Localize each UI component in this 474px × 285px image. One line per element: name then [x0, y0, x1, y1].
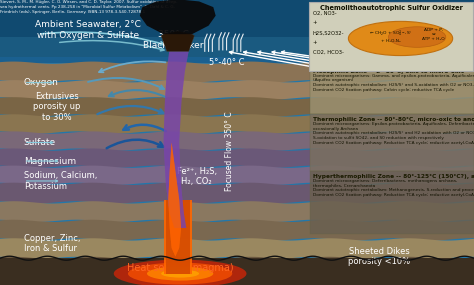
- FancyBboxPatch shape: [309, 2, 473, 71]
- Polygon shape: [0, 62, 474, 82]
- Ellipse shape: [128, 263, 232, 284]
- Polygon shape: [0, 183, 474, 203]
- Text: Heat source (magma): Heat source (magma): [127, 263, 233, 273]
- Polygon shape: [0, 114, 474, 134]
- Text: 350° C
Black smoker: 350° C Black smoker: [143, 30, 203, 50]
- Text: Sodium, Calcium,
Potassium: Sodium, Calcium, Potassium: [24, 171, 97, 191]
- Text: Sulfate: Sulfate: [24, 138, 56, 147]
- Bar: [0, 37, 474, 57]
- Polygon shape: [0, 97, 474, 117]
- Text: Oxygen: Oxygen: [24, 78, 59, 87]
- Bar: [310, 66, 474, 114]
- Text: Mesophilic Zone -- 2°-80°C, oxic to micro-oxic: Mesophilic Zone -- 2°-80°C, oxic to micr…: [313, 69, 464, 74]
- Text: 5°-40° C: 5°-40° C: [209, 58, 244, 67]
- Text: +: +: [313, 20, 317, 25]
- Polygon shape: [161, 31, 194, 51]
- Polygon shape: [164, 200, 192, 274]
- Text: Chemolithoautotrophic Sulfur Oxidizer: Chemolithoautotrophic Sulfur Oxidizer: [319, 5, 463, 11]
- Bar: [0, 258, 474, 285]
- Text: ADP + Pᵢ
⇔
ATP + H₂O: ADP + Pᵢ ⇔ ATP + H₂O: [422, 28, 445, 41]
- Text: Magnesium: Magnesium: [24, 156, 76, 166]
- Ellipse shape: [114, 260, 246, 285]
- Polygon shape: [0, 220, 474, 241]
- Text: Hyperthermophilic Zone -- 80°-125°C (150°C?), anoxic: Hyperthermophilic Zone -- 80°-125°C (150…: [313, 174, 474, 180]
- Ellipse shape: [348, 21, 453, 56]
- Polygon shape: [0, 80, 474, 99]
- Polygon shape: [0, 148, 474, 168]
- Polygon shape: [0, 201, 474, 222]
- Text: Dominant microorganisms: Gamma- and epsilon-proteobacteria
Free-living sulfidic : Dominant microorganisms: Gamma- and epsi…: [313, 31, 456, 54]
- Text: O2, NO3-: O2, NO3-: [313, 10, 337, 15]
- Text: Dominant microorganisms: Gamma- and epsilon-proteobacteria, Aquificales
(Aquifex: Dominant microorganisms: Gamma- and epsi…: [313, 74, 474, 92]
- Polygon shape: [166, 200, 190, 274]
- Text: Above seafloor: Above seafloor: [313, 26, 363, 31]
- Text: Dominant microorganisms: Epsilon-proteobacteria, Aquificales, Deferribacteres
oc: Dominant microorganisms: Epsilon-proteob…: [313, 122, 474, 145]
- Ellipse shape: [161, 270, 199, 278]
- Bar: [310, 23, 474, 66]
- Text: Fe²⁺, H₂S,
H₂, CO₂: Fe²⁺, H₂S, H₂, CO₂: [177, 167, 217, 186]
- Polygon shape: [0, 131, 474, 151]
- Bar: [0, 0, 474, 63]
- Text: Ambient Seawater, 2°C
with Oxygen & Sulfate: Ambient Seawater, 2°C with Oxygen & Sulf…: [35, 20, 141, 40]
- Text: $\leftarrow$CH$_2$O + SO$_4^{2-}$,S°
+ H₂O,N₂: $\leftarrow$CH$_2$O + SO$_4^{2-}$,S° + H…: [369, 28, 413, 43]
- Text: Thermophilic Zone -- 80°-80°C, micro-oxic to anoxic: Thermophilic Zone -- 80°-80°C, micro-oxi…: [313, 117, 474, 123]
- Polygon shape: [168, 142, 181, 256]
- Polygon shape: [164, 51, 189, 228]
- Polygon shape: [168, 142, 181, 256]
- Text: Focused Flow 350° C: Focused Flow 350° C: [226, 111, 234, 191]
- Text: Sievert, S. M., M. Hügler, C. O. Wirsen, and C. D. Taylor. 2007. Sulfur oxidatio: Sievert, S. M., M. Hügler, C. O. Wirsen,…: [0, 0, 177, 14]
- Text: Dominant microorganisms: Deferribacteres, methanogens archaea,
thermophiles, Cre: Dominant microorganisms: Deferribacteres…: [313, 179, 474, 197]
- Bar: [0, 0, 474, 37]
- Text: +: +: [313, 40, 317, 45]
- Text: CO2, HCO3-: CO2, HCO3-: [313, 50, 344, 55]
- Polygon shape: [0, 166, 474, 185]
- Polygon shape: [0, 238, 474, 259]
- Polygon shape: [140, 0, 216, 34]
- Ellipse shape: [388, 27, 446, 47]
- Text: H2S,S2O32-: H2S,S2O32-: [313, 30, 344, 35]
- Bar: [310, 171, 474, 234]
- Polygon shape: [164, 51, 189, 228]
- Text: Extrusives
porosity up
to 30%: Extrusives porosity up to 30%: [33, 92, 81, 122]
- Ellipse shape: [147, 267, 213, 280]
- Polygon shape: [0, 257, 474, 278]
- Text: Copper, Zinc,
Iron & Sulfur: Copper, Zinc, Iron & Sulfur: [24, 234, 80, 253]
- Bar: [310, 114, 474, 171]
- Text: Sheeted Dikes
porosity <10%: Sheeted Dikes porosity <10%: [348, 247, 410, 266]
